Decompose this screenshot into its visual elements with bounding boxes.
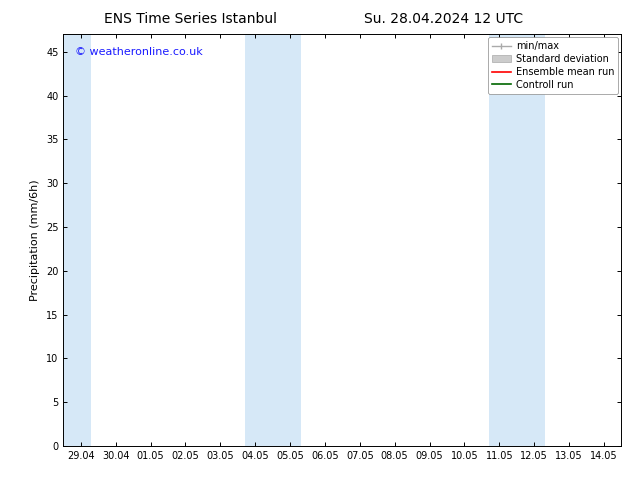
Y-axis label: Precipitation (mm/6h): Precipitation (mm/6h) — [30, 179, 41, 301]
Text: © weatheronline.co.uk: © weatheronline.co.uk — [75, 47, 202, 57]
Text: Su. 28.04.2024 12 UTC: Su. 28.04.2024 12 UTC — [365, 12, 523, 26]
Bar — [63, 34, 91, 446]
Bar — [245, 34, 301, 446]
Text: ENS Time Series Istanbul: ENS Time Series Istanbul — [104, 12, 276, 26]
Legend: min/max, Standard deviation, Ensemble mean run, Controll run: min/max, Standard deviation, Ensemble me… — [488, 37, 618, 94]
Bar — [489, 34, 545, 446]
